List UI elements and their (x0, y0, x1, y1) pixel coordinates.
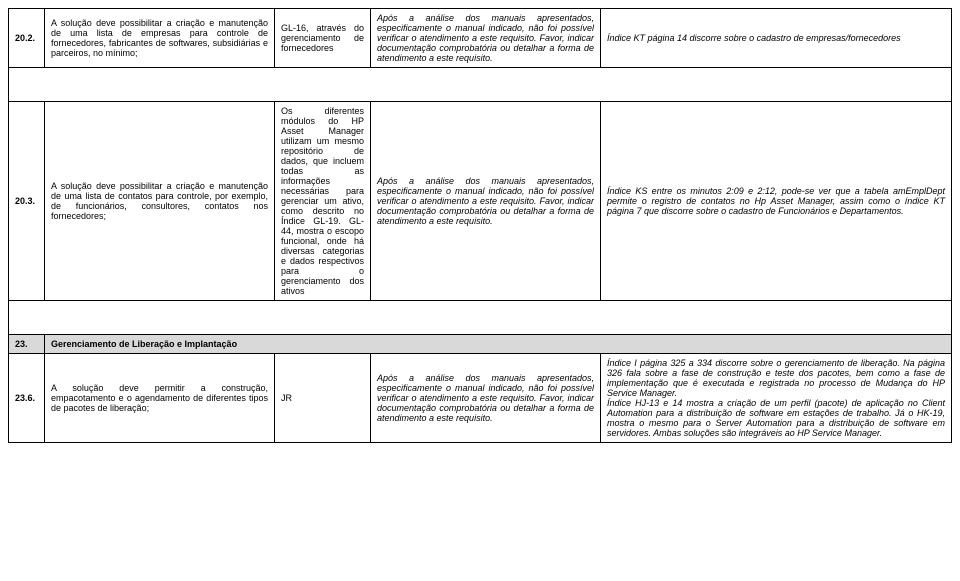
row-analysis: Após a análise dos manuais apresentados,… (371, 102, 601, 301)
row-id: 20.3. (9, 102, 45, 301)
row-ref: Os diferentes módulos do HP Asset Manage… (275, 102, 371, 301)
row-desc: A solução deve possibilitar a criação e … (45, 9, 275, 68)
table-spacer-row (9, 68, 952, 102)
row-analysis: Após a análise dos manuais apresentados,… (371, 354, 601, 443)
table-row: 23.6. A solução deve permitir a construç… (9, 354, 952, 443)
row-response: Índice KS entre os minutos 2:09 e 2:12, … (601, 102, 952, 301)
row-ref: GL-16, através do gerenciamento de forne… (275, 9, 371, 68)
table-row: 20.2. A solução deve possibilitar a cria… (9, 9, 952, 68)
row-desc: A solução deve possibilitar a criação e … (45, 102, 275, 301)
row-ref: JR (275, 354, 371, 443)
table-row: 20.3. A solução deve possibilitar a cria… (9, 102, 952, 301)
section-title: Gerenciamento de Liberação e Implantação (45, 335, 952, 354)
row-desc: A solução deve permitir a construção, em… (45, 354, 275, 443)
row-response: Índice KT página 14 discorre sobre o cad… (601, 9, 952, 68)
row-id: 23.6. (9, 354, 45, 443)
row-analysis: Após a análise dos manuais apresentados,… (371, 9, 601, 68)
table-spacer-row (9, 301, 952, 335)
section-header-row: 23. Gerenciamento de Liberação e Implant… (9, 335, 952, 354)
row-response: Índice I página 325 a 334 discorre sobre… (601, 354, 952, 443)
row-id: 20.2. (9, 9, 45, 68)
section-id: 23. (9, 335, 45, 354)
requirements-table: 20.2. A solução deve possibilitar a cria… (8, 8, 952, 443)
